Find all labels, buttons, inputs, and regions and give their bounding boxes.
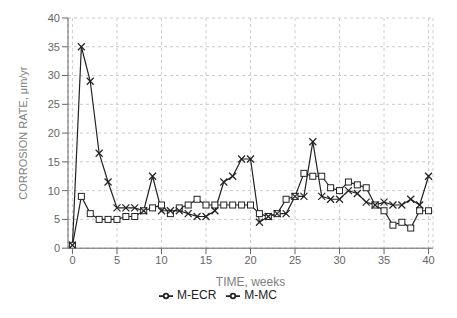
svg-text:30: 30	[48, 69, 60, 81]
svg-text:10: 10	[48, 185, 60, 197]
svg-text:5: 5	[114, 254, 120, 266]
svg-text:20: 20	[244, 254, 256, 266]
html-text:M-ECR: M-ECR	[177, 288, 217, 303]
html-text:M-MC: M-MC	[244, 288, 277, 303]
svg-text:TIME, weeks: TIME, weeks	[216, 275, 285, 289]
svg-text:0: 0	[69, 254, 75, 266]
svg-text:30: 30	[333, 254, 345, 266]
svg-text:40: 40	[422, 254, 434, 266]
svg-text:10: 10	[155, 254, 167, 266]
svg-text:5: 5	[54, 213, 60, 225]
svg-text:25: 25	[289, 254, 301, 266]
svg-text:25: 25	[48, 98, 60, 110]
svg-text:15: 15	[48, 156, 60, 168]
svg-text:0: 0	[54, 242, 60, 254]
svg-text:35: 35	[378, 254, 390, 266]
svg-text:CORROSION RATE, μm/yr: CORROSION RATE, μm/yr	[17, 66, 29, 200]
svg-text:20: 20	[48, 127, 60, 139]
svg-text:15: 15	[200, 254, 212, 266]
svg-text:35: 35	[48, 41, 60, 53]
svg-text:40: 40	[48, 12, 60, 24]
